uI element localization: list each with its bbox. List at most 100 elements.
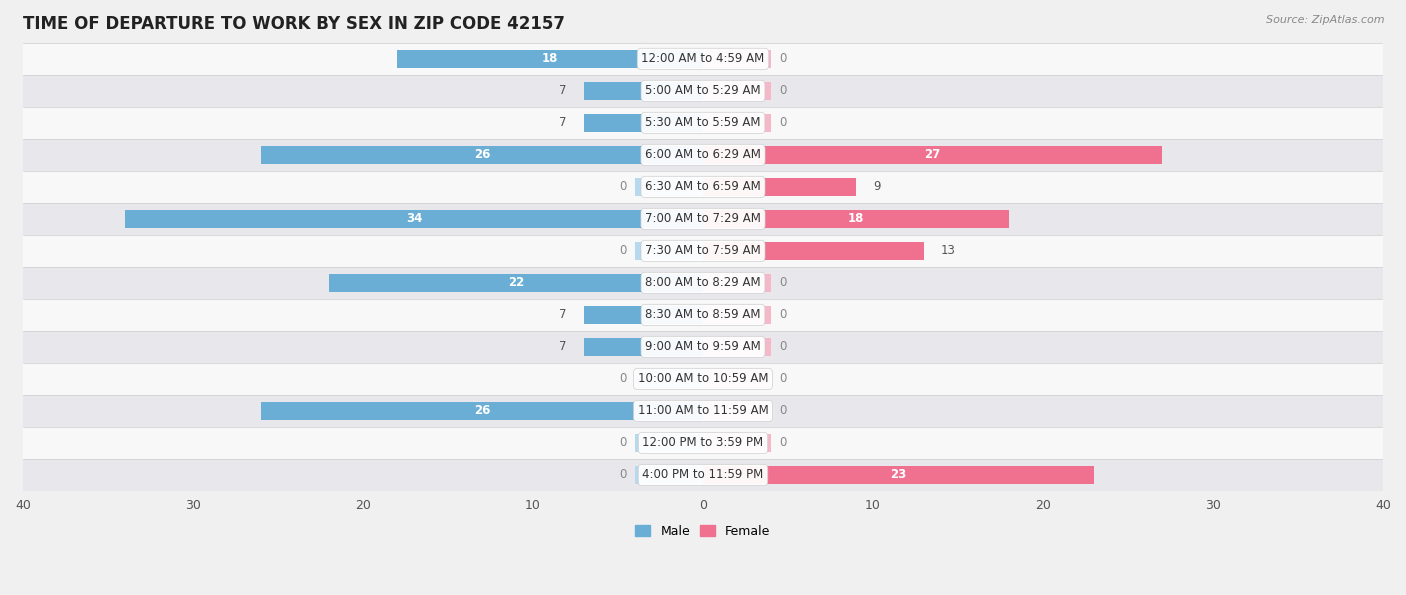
Text: 0: 0 [619, 437, 627, 449]
Text: 18: 18 [541, 52, 558, 65]
Bar [703, 402, 770, 420]
Bar [636, 146, 703, 164]
Text: 5:00 AM to 5:29 AM: 5:00 AM to 5:29 AM [645, 84, 761, 98]
Bar [583, 306, 703, 324]
Bar [583, 82, 703, 100]
Text: TIME OF DEPARTURE TO WORK BY SEX IN ZIP CODE 42157: TIME OF DEPARTURE TO WORK BY SEX IN ZIP … [22, 15, 565, 33]
Bar [22, 139, 1384, 171]
Text: 7:00 AM to 7:29 AM: 7:00 AM to 7:29 AM [645, 212, 761, 226]
Bar [22, 43, 1384, 75]
Bar [703, 274, 770, 292]
Text: 8:00 AM to 8:29 AM: 8:00 AM to 8:29 AM [645, 277, 761, 289]
Bar [703, 306, 770, 324]
Text: 27: 27 [924, 148, 941, 161]
Text: 23: 23 [890, 468, 907, 481]
Bar [22, 331, 1384, 363]
Bar [22, 235, 1384, 267]
Text: 26: 26 [474, 148, 491, 161]
Bar [636, 82, 703, 100]
Bar [703, 146, 770, 164]
Bar [22, 107, 1384, 139]
Text: 0: 0 [779, 372, 787, 386]
Bar [703, 82, 770, 100]
Text: 0: 0 [779, 437, 787, 449]
Text: 13: 13 [941, 245, 956, 258]
Bar [22, 267, 1384, 299]
Text: 5:30 AM to 5:59 AM: 5:30 AM to 5:59 AM [645, 117, 761, 129]
Bar [636, 242, 703, 260]
Text: 0: 0 [779, 277, 787, 289]
Text: 22: 22 [508, 277, 524, 289]
Text: Source: ZipAtlas.com: Source: ZipAtlas.com [1267, 15, 1385, 25]
Text: 0: 0 [779, 308, 787, 321]
Bar [636, 402, 703, 420]
Bar [703, 242, 770, 260]
Bar [125, 210, 703, 228]
Bar [583, 338, 703, 356]
Bar [703, 434, 770, 452]
Bar [703, 370, 770, 388]
Bar [636, 434, 703, 452]
Bar [703, 210, 770, 228]
Bar [636, 306, 703, 324]
Text: 7:30 AM to 7:59 AM: 7:30 AM to 7:59 AM [645, 245, 761, 258]
Bar [703, 114, 770, 131]
Text: 7: 7 [560, 340, 567, 353]
Text: 0: 0 [779, 52, 787, 65]
Bar [636, 338, 703, 356]
Bar [636, 466, 703, 484]
Bar [636, 210, 703, 228]
Text: 9:00 AM to 9:59 AM: 9:00 AM to 9:59 AM [645, 340, 761, 353]
Text: 4:00 PM to 11:59 PM: 4:00 PM to 11:59 PM [643, 468, 763, 481]
Bar [22, 363, 1384, 395]
Text: 8:30 AM to 8:59 AM: 8:30 AM to 8:59 AM [645, 308, 761, 321]
Bar [703, 242, 924, 260]
Bar [636, 50, 703, 68]
Bar [636, 178, 703, 196]
Text: 6:30 AM to 6:59 AM: 6:30 AM to 6:59 AM [645, 180, 761, 193]
Text: 6:00 AM to 6:29 AM: 6:00 AM to 6:29 AM [645, 148, 761, 161]
Bar [703, 466, 1094, 484]
Text: 0: 0 [779, 340, 787, 353]
Bar [703, 466, 770, 484]
Bar [262, 146, 703, 164]
Text: 0: 0 [619, 180, 627, 193]
Bar [636, 370, 703, 388]
Bar [703, 338, 770, 356]
Bar [703, 178, 770, 196]
Bar [22, 299, 1384, 331]
Bar [636, 114, 703, 131]
Legend: Male, Female: Male, Female [630, 520, 776, 543]
Text: 7: 7 [560, 84, 567, 98]
Text: 12:00 PM to 3:59 PM: 12:00 PM to 3:59 PM [643, 437, 763, 449]
Text: 0: 0 [619, 468, 627, 481]
Text: 11:00 AM to 11:59 AM: 11:00 AM to 11:59 AM [638, 405, 768, 418]
Text: 0: 0 [779, 117, 787, 129]
Bar [22, 75, 1384, 107]
Bar [22, 427, 1384, 459]
Bar [583, 114, 703, 131]
Text: 18: 18 [848, 212, 865, 226]
Bar [636, 274, 703, 292]
Text: 7: 7 [560, 117, 567, 129]
Bar [262, 402, 703, 420]
Bar [703, 146, 1161, 164]
Text: 0: 0 [779, 405, 787, 418]
Bar [22, 203, 1384, 235]
Bar [22, 171, 1384, 203]
Bar [329, 274, 703, 292]
Text: 7: 7 [560, 308, 567, 321]
Text: 34: 34 [406, 212, 422, 226]
Bar [703, 50, 770, 68]
Bar [22, 459, 1384, 491]
Bar [703, 178, 856, 196]
Text: 12:00 AM to 4:59 AM: 12:00 AM to 4:59 AM [641, 52, 765, 65]
Bar [396, 50, 703, 68]
Bar [703, 210, 1010, 228]
Bar [22, 395, 1384, 427]
Text: 0: 0 [619, 245, 627, 258]
Text: 9: 9 [873, 180, 880, 193]
Text: 0: 0 [779, 84, 787, 98]
Text: 0: 0 [619, 372, 627, 386]
Text: 26: 26 [474, 405, 491, 418]
